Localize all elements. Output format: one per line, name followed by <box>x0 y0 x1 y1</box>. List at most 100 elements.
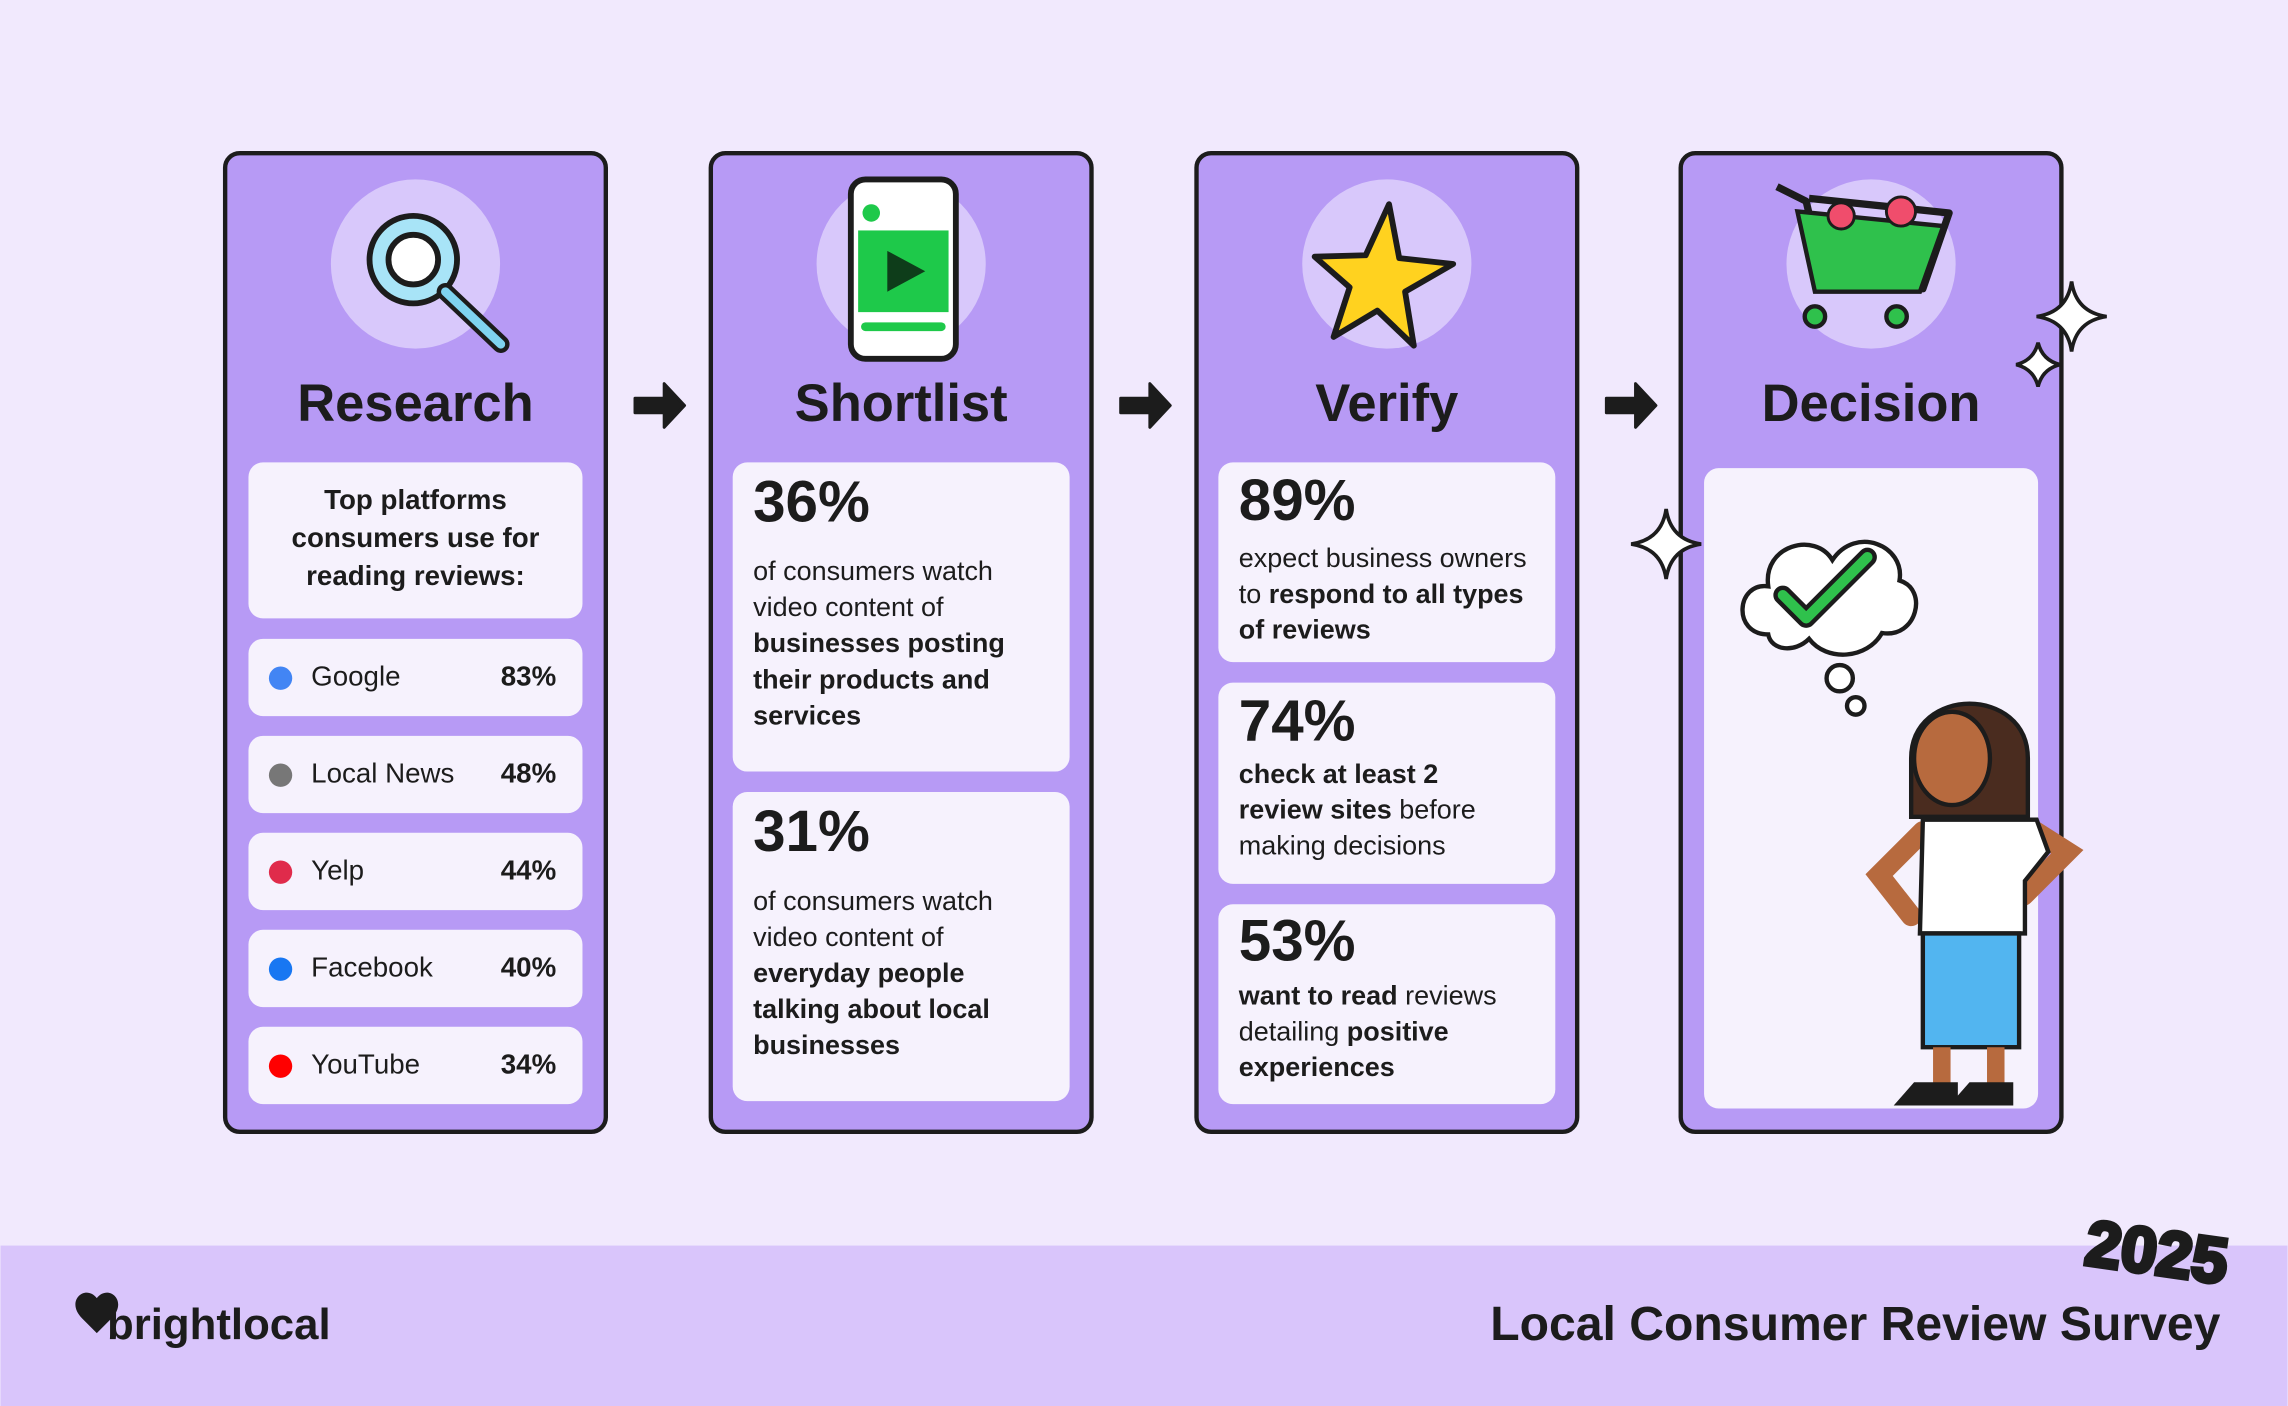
stat-run: services <box>753 700 861 730</box>
platform-icon <box>268 763 293 787</box>
stat-line: businesses posting <box>753 628 1005 658</box>
sparkle <box>2036 281 2107 352</box>
card-title: Verify <box>1315 374 1458 433</box>
shoes <box>1893 1082 2014 1106</box>
heart <box>1826 201 1856 231</box>
magnifier-handle-fill <box>441 287 506 349</box>
stat-line: detailing positive <box>1239 1016 1449 1046</box>
stat-run: expect business owners <box>1239 543 1527 573</box>
stat-figure: 31% <box>753 799 870 864</box>
stat-run: businesses <box>753 1030 900 1060</box>
platform-name: YouTube <box>311 1048 420 1079</box>
stat-box <box>732 462 1070 772</box>
platform-row <box>248 929 583 1008</box>
stat-line: making decisions <box>1239 831 1446 861</box>
platform-share: 83% <box>501 661 556 692</box>
stat-line: of consumers watch <box>753 886 993 916</box>
stat-run: check at least 2 <box>1239 759 1438 789</box>
stat-run: respond to all types <box>1269 579 1524 609</box>
stat-figure: 53% <box>1239 909 1356 974</box>
stat-run: video content of <box>753 592 944 622</box>
stat-box <box>1218 682 1556 884</box>
platform-share: 44% <box>501 854 556 885</box>
footer-band <box>0 1245 2288 1406</box>
stat-run: their products and <box>753 664 990 694</box>
stat-box <box>1218 904 1556 1105</box>
intro-line: reading reviews: <box>306 560 525 591</box>
stat-line: video content of <box>753 592 944 622</box>
face <box>1911 709 1993 808</box>
card-title: Shortlist <box>795 374 1008 433</box>
stat-line: their products and <box>753 664 990 694</box>
stat-run: of reviews <box>1239 615 1371 645</box>
legs <box>1933 1047 2005 1086</box>
stat-figure: 89% <box>1239 468 1356 533</box>
stat-figure: 74% <box>1239 688 1356 753</box>
stat-line: everyday people <box>753 958 964 988</box>
platform-name: Google <box>311 661 400 692</box>
stat-run: detailing <box>1239 1016 1347 1046</box>
platform-icon <box>268 860 293 884</box>
stat-figure: 36% <box>753 470 870 535</box>
stat-line: video content of <box>753 922 944 952</box>
sparkle <box>2015 342 2061 388</box>
intro-box <box>248 462 583 619</box>
star <box>1311 201 1457 349</box>
stat-run: experiences <box>1239 1052 1395 1082</box>
magnifier-inner <box>385 231 442 288</box>
shirt <box>1917 817 2051 936</box>
phone-dot <box>862 204 881 222</box>
card-title: Research <box>297 374 533 433</box>
platform-icon <box>268 957 293 981</box>
stat-run: everyday people <box>753 958 964 988</box>
platform-name: Yelp <box>311 854 364 885</box>
sparkle <box>1630 508 1702 580</box>
stat-line: to respond to all types <box>1239 579 1524 609</box>
stat-run: positive <box>1347 1016 1449 1046</box>
stat-line: experiences <box>1239 1052 1395 1082</box>
skirt <box>1920 931 2022 1050</box>
intro-line: Top platforms <box>324 484 507 515</box>
stat-run: making decisions <box>1239 831 1446 861</box>
survey-title: Local Consumer Review Survey <box>1490 1297 2220 1351</box>
arrow <box>1119 382 1172 429</box>
stat-line: expect business owners <box>1239 543 1527 573</box>
platform-share: 34% <box>501 1048 556 1079</box>
platform-share: 40% <box>501 951 556 982</box>
stat-line: of consumers watch <box>753 556 993 586</box>
phone-bar <box>861 322 946 332</box>
stat-line: businesses <box>753 1030 900 1060</box>
stat-line: talking about local <box>753 994 990 1024</box>
heart <box>1884 195 1918 228</box>
platform-row <box>248 1026 583 1105</box>
arrow <box>1604 382 1658 429</box>
stat-run: businesses posting <box>753 628 1005 658</box>
stat-line: review sites before <box>1239 795 1476 825</box>
stat-run: reviews <box>1398 981 1497 1011</box>
stat-run: want to read <box>1238 981 1398 1011</box>
cart-wheel <box>1884 304 1909 329</box>
platform-name: Local News <box>311 758 454 789</box>
stat-run: before <box>1392 795 1476 825</box>
stat-run: talking about local <box>753 994 990 1024</box>
thought-dot <box>1824 662 1856 694</box>
stat-line: services <box>753 700 861 730</box>
stat-line: of reviews <box>1239 615 1371 645</box>
platform-icon <box>268 1054 293 1078</box>
stat-run: review sites <box>1239 795 1392 825</box>
card-title: Decision <box>1762 374 1981 433</box>
cart-wheel <box>1802 304 1828 329</box>
platform-share: 48% <box>501 758 556 789</box>
stat-box <box>732 791 1070 1102</box>
thought-dot <box>1844 694 1867 717</box>
brand: brightlocal <box>107 1300 331 1349</box>
platform-name: Facebook <box>311 951 433 982</box>
stat-run: video content of <box>753 922 944 952</box>
platform-row <box>248 735 583 814</box>
stat-line: want to read reviews <box>1238 981 1497 1011</box>
platform-row <box>248 832 583 911</box>
stat-line: check at least 2 <box>1239 759 1438 789</box>
brand-mark <box>75 1292 119 1334</box>
